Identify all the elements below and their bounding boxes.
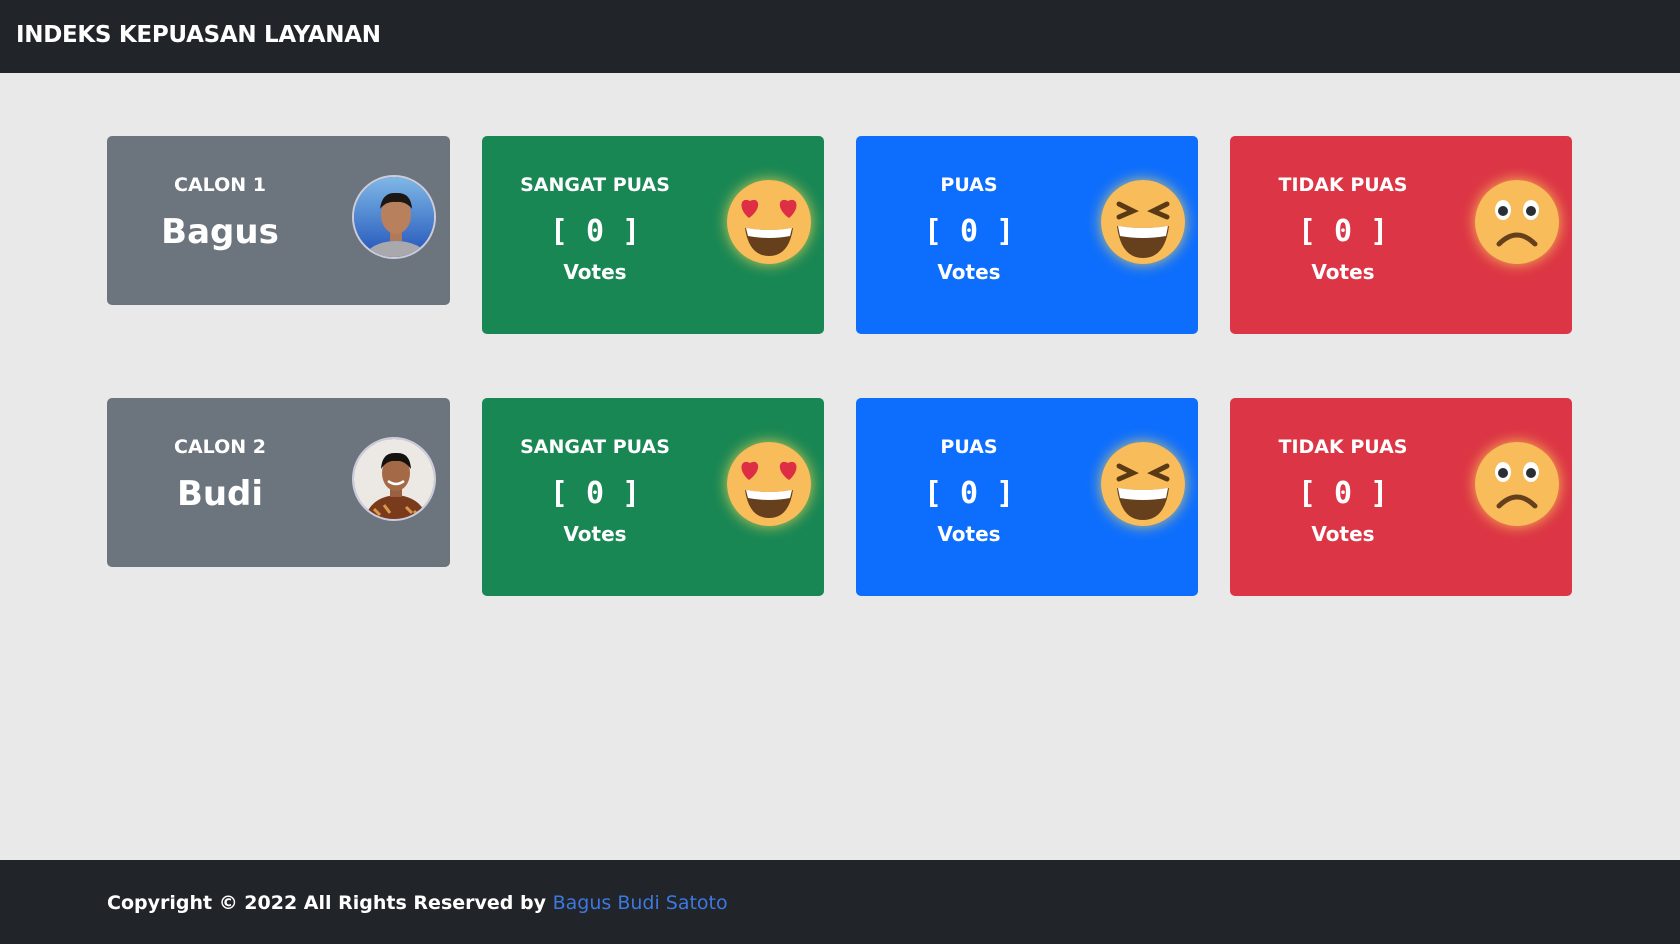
frowning-icon[interactable] — [1475, 180, 1559, 264]
vote-count: [ 0 ] — [1297, 214, 1389, 249]
page-title: INDEKS KEPUASAN LAYANAN — [16, 22, 381, 48]
vote-card-tidak-puas[interactable]: TIDAK PUAS [ 0 ] Votes — [1230, 136, 1572, 334]
candidate-card: CALON 1 Bagus — [107, 136, 450, 305]
candidate-card: CALON 2 Budi — [107, 398, 450, 567]
vote-count: [ 0 ] — [923, 214, 1015, 249]
heart-eyes-icon[interactable] — [727, 180, 811, 264]
vote-label: TIDAK PUAS — [1278, 174, 1408, 196]
vote-unit: Votes — [1311, 522, 1375, 546]
candidate-label: CALON 1 — [174, 174, 266, 196]
vote-count: [ 0 ] — [923, 476, 1015, 511]
candidate-name: Budi — [176, 474, 264, 514]
vote-card-sangat-puas[interactable]: SANGAT PUAS [ 0 ] Votes — [482, 136, 824, 334]
frowning-icon[interactable] — [1475, 442, 1559, 526]
candidate-label: CALON 2 — [174, 436, 266, 458]
copyright-text: Copyright © 2022 All Rights Reserved by … — [107, 892, 728, 914]
candidate-avatar — [352, 175, 436, 259]
vote-label: SANGAT PUAS — [520, 436, 670, 458]
candidate-name: Bagus — [161, 212, 279, 252]
laughing-icon[interactable] — [1101, 442, 1185, 526]
vote-unit: Votes — [1311, 260, 1375, 284]
vote-card-sangat-puas[interactable]: SANGAT PUAS [ 0 ] Votes — [482, 398, 824, 596]
vote-card-puas[interactable]: PUAS [ 0 ] Votes — [856, 136, 1198, 334]
footer: Copyright © 2022 All Rights Reserved by … — [0, 860, 1680, 944]
vote-count: [ 0 ] — [549, 476, 641, 511]
vote-count: [ 0 ] — [549, 214, 641, 249]
vote-unit: Votes — [937, 522, 1001, 546]
vote-unit: Votes — [937, 260, 1001, 284]
vote-unit: Votes — [563, 260, 627, 284]
candidate-avatar — [352, 437, 436, 521]
author-link[interactable]: Bagus Budi Satoto — [552, 892, 728, 914]
vote-label: SANGAT PUAS — [520, 174, 670, 196]
vote-label: PUAS — [940, 174, 998, 196]
laughing-icon[interactable] — [1101, 180, 1185, 264]
vote-count: [ 0 ] — [1297, 476, 1389, 511]
vote-card-tidak-puas[interactable]: TIDAK PUAS [ 0 ] Votes — [1230, 398, 1572, 596]
vote-label: PUAS — [940, 436, 998, 458]
vote-label: TIDAK PUAS — [1278, 436, 1408, 458]
heart-eyes-icon[interactable] — [727, 442, 811, 526]
vote-unit: Votes — [563, 522, 627, 546]
navbar: INDEKS KEPUASAN LAYANAN — [0, 0, 1680, 73]
vote-card-puas[interactable]: PUAS [ 0 ] Votes — [856, 398, 1198, 596]
